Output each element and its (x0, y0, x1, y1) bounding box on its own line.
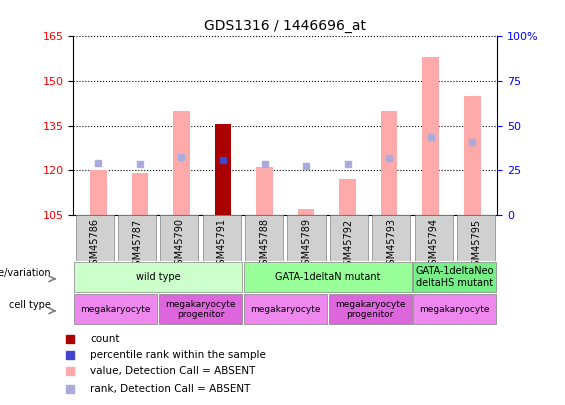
Text: GSM45788: GSM45788 (259, 218, 269, 271)
Text: cell type: cell type (9, 301, 51, 310)
Bar (328, 294, 411, 324)
Text: megakaryocyte: megakaryocyte (81, 305, 151, 314)
Bar (118, 215, 156, 261)
Text: megakaryocyte
progenitor: megakaryocyte progenitor (166, 300, 236, 319)
Text: GSM45791: GSM45791 (217, 218, 227, 271)
Text: GSM45792: GSM45792 (344, 218, 354, 271)
Bar (76, 215, 114, 261)
Bar (75, 262, 242, 292)
Bar (423, 57, 439, 215)
Text: GSM45794: GSM45794 (429, 218, 438, 271)
Text: count: count (90, 334, 119, 344)
Bar (257, 167, 273, 215)
Text: GATA-1deltaNeo
deltaHS mutant: GATA-1deltaNeo deltaHS mutant (416, 266, 494, 288)
Bar (372, 215, 410, 261)
Text: GSM45786: GSM45786 (90, 218, 99, 271)
Text: megakaryocyte: megakaryocyte (250, 305, 320, 314)
Bar (244, 294, 327, 324)
Bar (330, 215, 368, 261)
Bar (413, 262, 496, 292)
Bar (215, 124, 231, 215)
Text: GSM45793: GSM45793 (386, 218, 396, 271)
Bar (457, 215, 495, 261)
Text: GSM45789: GSM45789 (302, 218, 311, 271)
Text: megakaryocyte
progenitor: megakaryocyte progenitor (335, 300, 405, 319)
Text: percentile rank within the sample: percentile rank within the sample (90, 350, 266, 360)
Bar (245, 215, 283, 261)
Bar (160, 215, 198, 261)
Bar (415, 215, 453, 261)
Text: GSM45787: GSM45787 (132, 218, 142, 271)
Text: GSM45795: GSM45795 (471, 218, 481, 271)
Bar (203, 215, 241, 261)
Bar (159, 294, 242, 324)
Text: genotype/variation: genotype/variation (0, 269, 51, 278)
Title: GDS1316 / 1446696_at: GDS1316 / 1446696_at (205, 19, 366, 33)
Bar (75, 294, 157, 324)
Bar (173, 111, 190, 215)
Text: wild type: wild type (136, 272, 180, 282)
Text: GSM45790: GSM45790 (175, 218, 184, 271)
Bar (132, 173, 148, 215)
Text: megakaryocyte: megakaryocyte (420, 305, 490, 314)
Bar (288, 215, 325, 261)
Bar (381, 111, 398, 215)
Text: value, Detection Call = ABSENT: value, Detection Call = ABSENT (90, 367, 255, 376)
Bar (464, 96, 481, 215)
Bar (413, 294, 496, 324)
Bar (340, 179, 356, 215)
Bar (298, 209, 314, 215)
Text: GATA-1deltaN mutant: GATA-1deltaN mutant (275, 272, 380, 282)
Bar (244, 262, 411, 292)
Bar (90, 170, 107, 215)
Text: rank, Detection Call = ABSENT: rank, Detection Call = ABSENT (90, 384, 250, 394)
